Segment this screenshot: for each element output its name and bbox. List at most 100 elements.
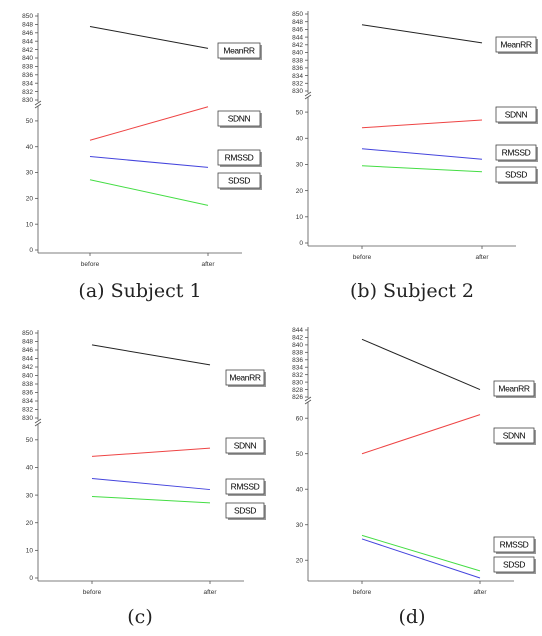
series-label: SDNN [505,110,528,120]
x-tick-label: before [81,261,100,268]
legend-box [493,536,535,553]
y-tick-label: 834 [292,364,303,371]
legend-box [217,110,261,127]
series-label: SDNN [234,441,257,451]
y-tick-label: 834 [292,73,303,80]
y-tick-label: 844 [22,356,33,363]
axis-break-mark [34,421,42,427]
legend-box [495,36,537,53]
y-tick-label: 40 [26,144,34,151]
y-tick-label: 20 [26,196,34,203]
y-tick-label: 20 [26,520,34,527]
legend-box [495,166,537,183]
x-tick-label: after [475,254,489,261]
y-tick-label: 30 [296,162,304,169]
y-tick-label: 0 [299,240,303,247]
y-tick-label: 834 [22,80,33,87]
y-tick-label: 840 [22,373,33,380]
y-tick-label: 842 [292,335,303,342]
series-line-sdsd [361,538,481,579]
y-tick-label: 840 [292,342,303,349]
series-label: SDSD [234,506,256,516]
legend-box [225,478,265,495]
x-tick-label: after [203,589,217,596]
axis-break-mark [304,399,312,405]
series-line-sdnn [89,106,209,141]
y-tick-label: 848 [292,19,303,26]
caption-c: (c) [127,606,153,628]
y-tick-label: 842 [22,47,33,54]
series-label: MeanRR [229,373,260,383]
y-tick-label: 842 [22,364,33,371]
y-tick-label: 826 [292,394,303,401]
series-line-sdsd [91,495,211,504]
series-label: RMSSD [231,482,260,492]
y-tick-label: 838 [22,64,33,71]
y-tick-label: 832 [22,407,33,414]
series-label: MeanRR [223,46,254,56]
legend-box [217,172,261,189]
y-tick-label: 836 [22,390,33,397]
legend-box [217,149,261,166]
legend-box [217,42,261,59]
y-tick-label: 30 [26,170,34,177]
y-tick-label: 850 [22,13,33,20]
y-tick-label: 832 [22,89,33,96]
y-tick-label: 846 [22,347,33,354]
y-tick-label: 846 [292,27,303,34]
y-tick-label: 30 [296,522,304,529]
series-line-sdnn [361,414,481,455]
axis-break-mark [34,103,42,109]
x-tick-label: before [353,254,372,261]
series-line-sdnn [361,119,483,129]
y-tick-label: 830 [292,88,303,95]
series-line-rmssd [361,534,481,572]
series-line-meanrr [89,26,209,49]
series-line-sdsd [89,179,209,206]
legend-box [495,106,537,123]
y-tick-label: 832 [292,372,303,379]
x-tick-label: before [83,589,102,596]
y-tick-label: 850 [292,11,303,18]
y-tick-label: 20 [296,188,304,195]
y-tick-label: 842 [292,42,303,49]
legend-box [225,369,265,386]
y-tick-label: 10 [26,548,34,555]
y-tick-label: 40 [26,465,34,472]
caption-d: (d) [398,606,426,628]
y-tick-label: 60 [296,415,304,422]
series-line-meanrr [361,338,481,391]
y-tick-label: 838 [292,57,303,64]
legend-box [493,380,535,397]
y-tick-label: 846 [22,30,33,37]
y-tick-label: 848 [22,339,33,346]
y-tick-label: 20 [296,557,304,564]
axis-break-mark [304,94,312,100]
axis-break-mark [304,91,312,97]
y-tick-label: 10 [26,221,34,228]
legend-box [225,502,265,519]
y-tick-label: 836 [292,357,303,364]
y-tick-label: 30 [26,492,34,499]
series-line-rmssd [361,148,483,160]
axis-break-mark [34,418,42,424]
series-line-sdnn [91,447,211,457]
y-tick-label: 848 [22,22,33,29]
legend-box [495,144,537,161]
series-label: SDSD [228,176,250,186]
y-tick-label: 50 [26,437,34,444]
axis-break-mark [34,100,42,106]
series-label: RMSSD [225,153,254,163]
y-tick-label: 844 [292,34,303,41]
y-tick-label: 844 [292,327,303,334]
series-line-meanrr [361,24,483,44]
y-tick-label: 830 [22,97,33,104]
series-label: RMSSD [500,540,529,550]
y-tick-label: 840 [292,50,303,57]
caption-b: (b) Subject 2 [350,280,474,302]
series-label: SDSD [505,170,527,180]
series-line-sdsd [361,165,483,173]
y-tick-label: 50 [296,451,304,458]
